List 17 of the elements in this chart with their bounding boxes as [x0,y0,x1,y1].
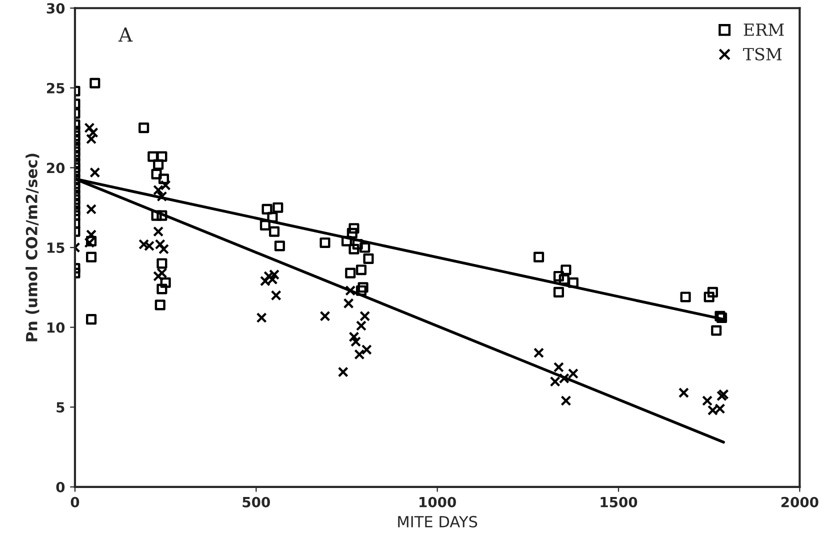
x-axis-title: MITE DAYS [398,516,478,528]
x-tick-label: 2000 [781,496,818,508]
y-tick-label: 30 [46,3,65,14]
y-tick-label: 15 [47,242,64,253]
legend-label: TSM [743,48,782,60]
x-tick-label: 0 [70,496,80,508]
y-tick-label: 10 [47,322,65,333]
y-tick-label: 20 [47,162,65,174]
x-tick-label: 1000 [420,496,456,508]
y-tick-label: 5 [56,402,64,413]
y-axis-title: Pn (umol CO2/m2/sec) [26,154,40,342]
y-tick-label: 0 [56,482,65,492]
legend-label: ERM [744,24,784,36]
annotation: A [118,27,133,42]
y-tick-label: 25 [47,82,64,94]
x-tick-label: 500 [242,496,270,508]
x-tick-label: 1500 [600,496,638,508]
